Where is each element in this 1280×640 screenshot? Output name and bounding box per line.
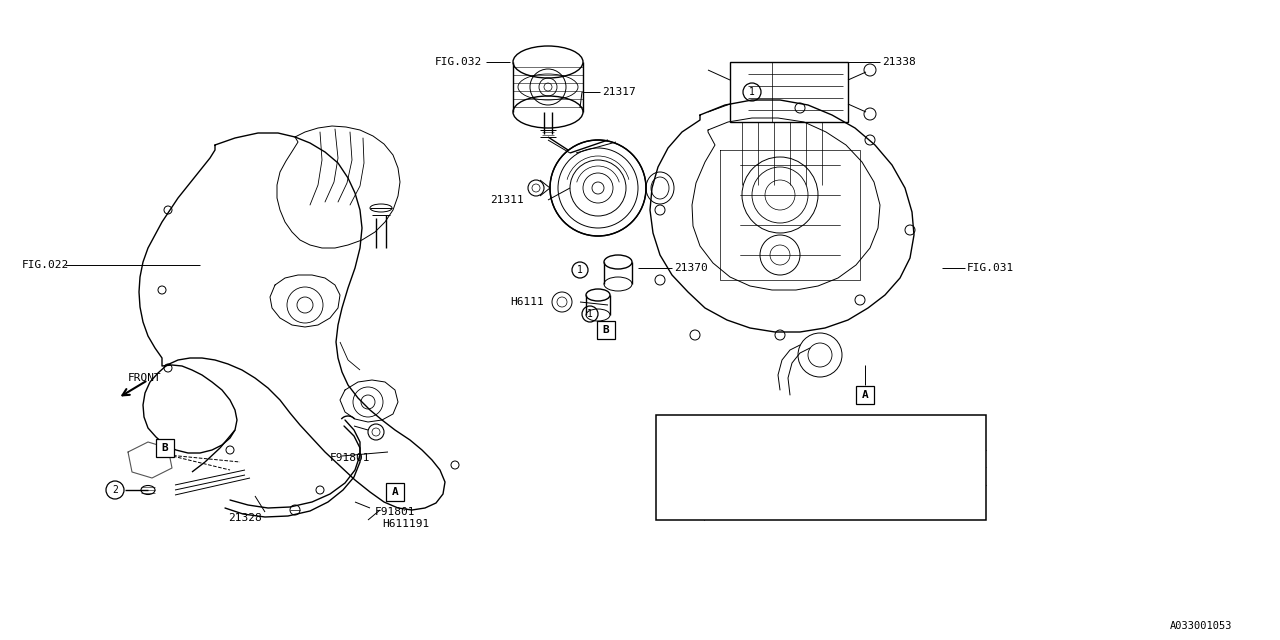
Text: 21370: 21370 xyxy=(675,263,708,273)
Bar xyxy=(856,386,874,404)
Text: 1: 1 xyxy=(577,265,582,275)
Text: 21338: 21338 xyxy=(882,57,915,67)
Text: F91801: F91801 xyxy=(714,426,759,438)
Text: J20601 (’13MY1209- ): J20601 (’13MY1209- ) xyxy=(714,486,856,499)
Text: 0104S  ( -’13MY1209): 0104S ( -’13MY1209) xyxy=(714,451,856,463)
Text: H6111: H6111 xyxy=(509,297,544,307)
Text: FIG.032: FIG.032 xyxy=(435,57,483,67)
Bar xyxy=(387,483,404,501)
Text: F91801: F91801 xyxy=(330,453,370,463)
Text: 1: 1 xyxy=(588,309,593,319)
Bar xyxy=(156,439,174,457)
Text: 21311: 21311 xyxy=(490,195,524,205)
Text: 2: 2 xyxy=(113,485,118,495)
Text: FRONT: FRONT xyxy=(128,373,161,383)
Text: A: A xyxy=(392,487,398,497)
Bar xyxy=(596,321,614,339)
Text: A: A xyxy=(861,390,868,400)
Text: 1: 1 xyxy=(749,87,755,97)
Text: B: B xyxy=(603,325,609,335)
Circle shape xyxy=(550,140,646,236)
Text: B: B xyxy=(161,443,169,453)
Text: 2: 2 xyxy=(677,471,684,481)
Bar xyxy=(657,415,986,520)
Text: F91801: F91801 xyxy=(375,507,416,517)
Text: FIG.031: FIG.031 xyxy=(966,263,1014,273)
Text: FIG.022: FIG.022 xyxy=(22,260,69,270)
Text: 1: 1 xyxy=(677,427,684,437)
Text: 21328: 21328 xyxy=(228,513,261,523)
Text: H611191: H611191 xyxy=(381,519,429,529)
Text: 21317: 21317 xyxy=(602,87,636,97)
Text: A033001053: A033001053 xyxy=(1170,621,1233,631)
Bar xyxy=(730,62,849,122)
